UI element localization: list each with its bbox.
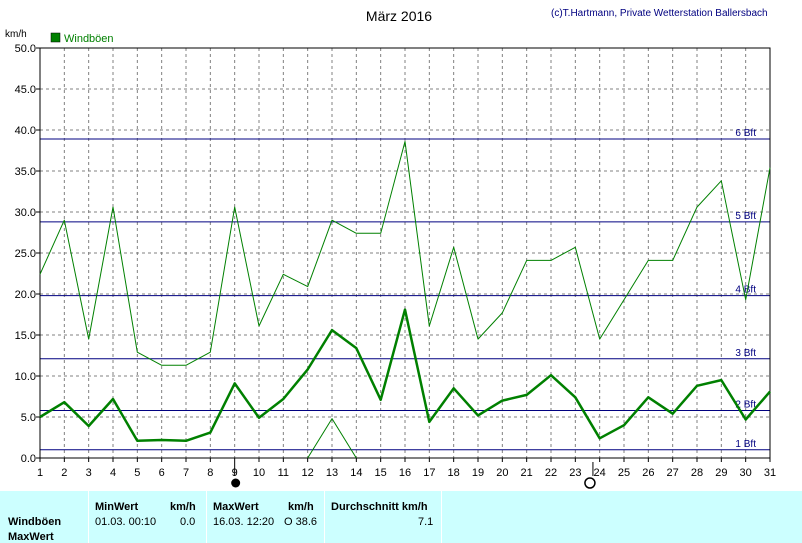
y-axis-unit: km/h xyxy=(5,29,27,40)
chart-title: März 2016 xyxy=(366,8,432,24)
series-line-maxwert xyxy=(39,141,771,366)
series-line-segment xyxy=(307,418,357,459)
x-tick-label: 14 xyxy=(350,467,362,479)
y-tick-label: 50.0 xyxy=(15,43,36,55)
series xyxy=(39,141,771,459)
y-tick-label: 0.0 xyxy=(21,453,36,465)
divider xyxy=(324,491,325,543)
x-tick-label: 16 xyxy=(399,467,411,479)
x-tick-label: 18 xyxy=(448,467,460,479)
new-moon-icon xyxy=(231,478,241,488)
beaufort-label: 6 Bft xyxy=(735,128,756,139)
x-tick-label: 30 xyxy=(740,467,752,479)
x-tick-label: 21 xyxy=(521,467,533,479)
x-tick-label: 7 xyxy=(183,467,189,479)
y-tick-label: 15.0 xyxy=(15,330,36,342)
x-tick-label: 4 xyxy=(110,467,116,479)
stats-table: Windböen MaxWert MinWert km/h 01.03. 00:… xyxy=(0,491,802,543)
x-tick-label: 6 xyxy=(159,467,165,479)
stats-min-value: 0.0 xyxy=(180,516,196,528)
y-tick-label: 10.0 xyxy=(15,371,36,383)
x-tick-label: 1 xyxy=(37,467,43,479)
y-tick-label: 25.0 xyxy=(15,248,36,260)
stats-avg-value: 7.1 xyxy=(418,516,434,528)
divider xyxy=(88,491,89,543)
x-tick-label: 10 xyxy=(253,467,265,479)
wind-gust-chart: März 2016 (c)T.Hartmann, Private Wetters… xyxy=(5,8,776,489)
beaufort-label: 5 Bft xyxy=(735,211,756,222)
stats-max-unit: km/h xyxy=(288,501,314,513)
y-tick-label: 20.0 xyxy=(15,289,36,301)
y-axis-ticks: 0.0 5.0 10.0 15.0 20.0 25.0 30.0 35.0 40.0 45.0 50… xyxy=(15,43,40,465)
legend-label: Windböen xyxy=(64,33,114,45)
full-moon-icon xyxy=(584,477,596,489)
y-tick-label: 5.0 xyxy=(21,412,36,424)
stats-row-label-maxwert: MaxWert xyxy=(8,531,54,543)
y-tick-label: 35.0 xyxy=(15,166,36,178)
divider xyxy=(441,491,442,543)
stats-max-value: O 38.6 xyxy=(284,516,318,528)
legend-swatch xyxy=(50,32,61,43)
stats-min-datetime: 01.03. 00:10 xyxy=(95,516,157,528)
y-tick-label: 30.0 xyxy=(15,207,36,219)
x-tick-label: 13 xyxy=(326,467,338,479)
moon-phases xyxy=(231,462,596,489)
x-tick-label: 22 xyxy=(545,467,557,479)
x-tick-label: 27 xyxy=(667,467,679,479)
y-tick-label: 40.0 xyxy=(15,125,36,137)
beaufort-label: 2 Bft xyxy=(735,399,756,410)
stats-min-unit: km/h xyxy=(170,501,196,513)
x-tick-label: 12 xyxy=(302,467,314,479)
stats-min-header: MinWert xyxy=(95,501,139,513)
x-tick-label: 26 xyxy=(642,467,654,479)
x-tick-label: 19 xyxy=(472,467,484,479)
x-tick-label: 3 xyxy=(86,467,92,479)
grid xyxy=(40,48,770,458)
stats-max-header: MaxWert xyxy=(213,501,259,513)
x-tick-label: 2 xyxy=(61,467,67,479)
x-tick-label: 15 xyxy=(375,467,387,479)
beaufort-label: 4 Bft xyxy=(735,285,756,296)
x-tick-label: 5 xyxy=(134,467,140,479)
stats-max-datetime: 16.03. 12:20 xyxy=(213,516,275,528)
x-tick-label: 20 xyxy=(496,467,508,479)
x-tick-label: 29 xyxy=(715,467,727,479)
x-tick-label: 24 xyxy=(594,467,606,479)
divider xyxy=(206,491,207,543)
beaufort-label: 1 Bft xyxy=(735,439,756,450)
stats-avg-header: Durchschnitt km/h xyxy=(331,501,428,513)
x-tick-label: 31 xyxy=(764,467,776,479)
beaufort-label: 3 Bft xyxy=(735,348,756,359)
y-tick-label: 45.0 xyxy=(15,84,36,96)
series-line-windböen xyxy=(39,308,771,443)
chart-credit: (c)T.Hartmann, Private Wetterstation Bal… xyxy=(551,8,768,19)
x-tick-label: 28 xyxy=(691,467,703,479)
x-axis-ticks: 1234567891011121314151617181920212223242… xyxy=(37,458,776,479)
x-tick-label: 17 xyxy=(423,467,435,479)
stats-row-label-windboeen: Windböen xyxy=(8,516,62,528)
beaufort-lines: 1 Bft 2 Bft 3 Bft 4 Bft 5 Bft 6 Bft xyxy=(40,128,770,451)
x-tick-label: 8 xyxy=(207,467,213,479)
x-tick-label: 11 xyxy=(278,467,289,479)
x-tick-label: 23 xyxy=(569,467,581,479)
x-tick-label: 25 xyxy=(618,467,630,479)
